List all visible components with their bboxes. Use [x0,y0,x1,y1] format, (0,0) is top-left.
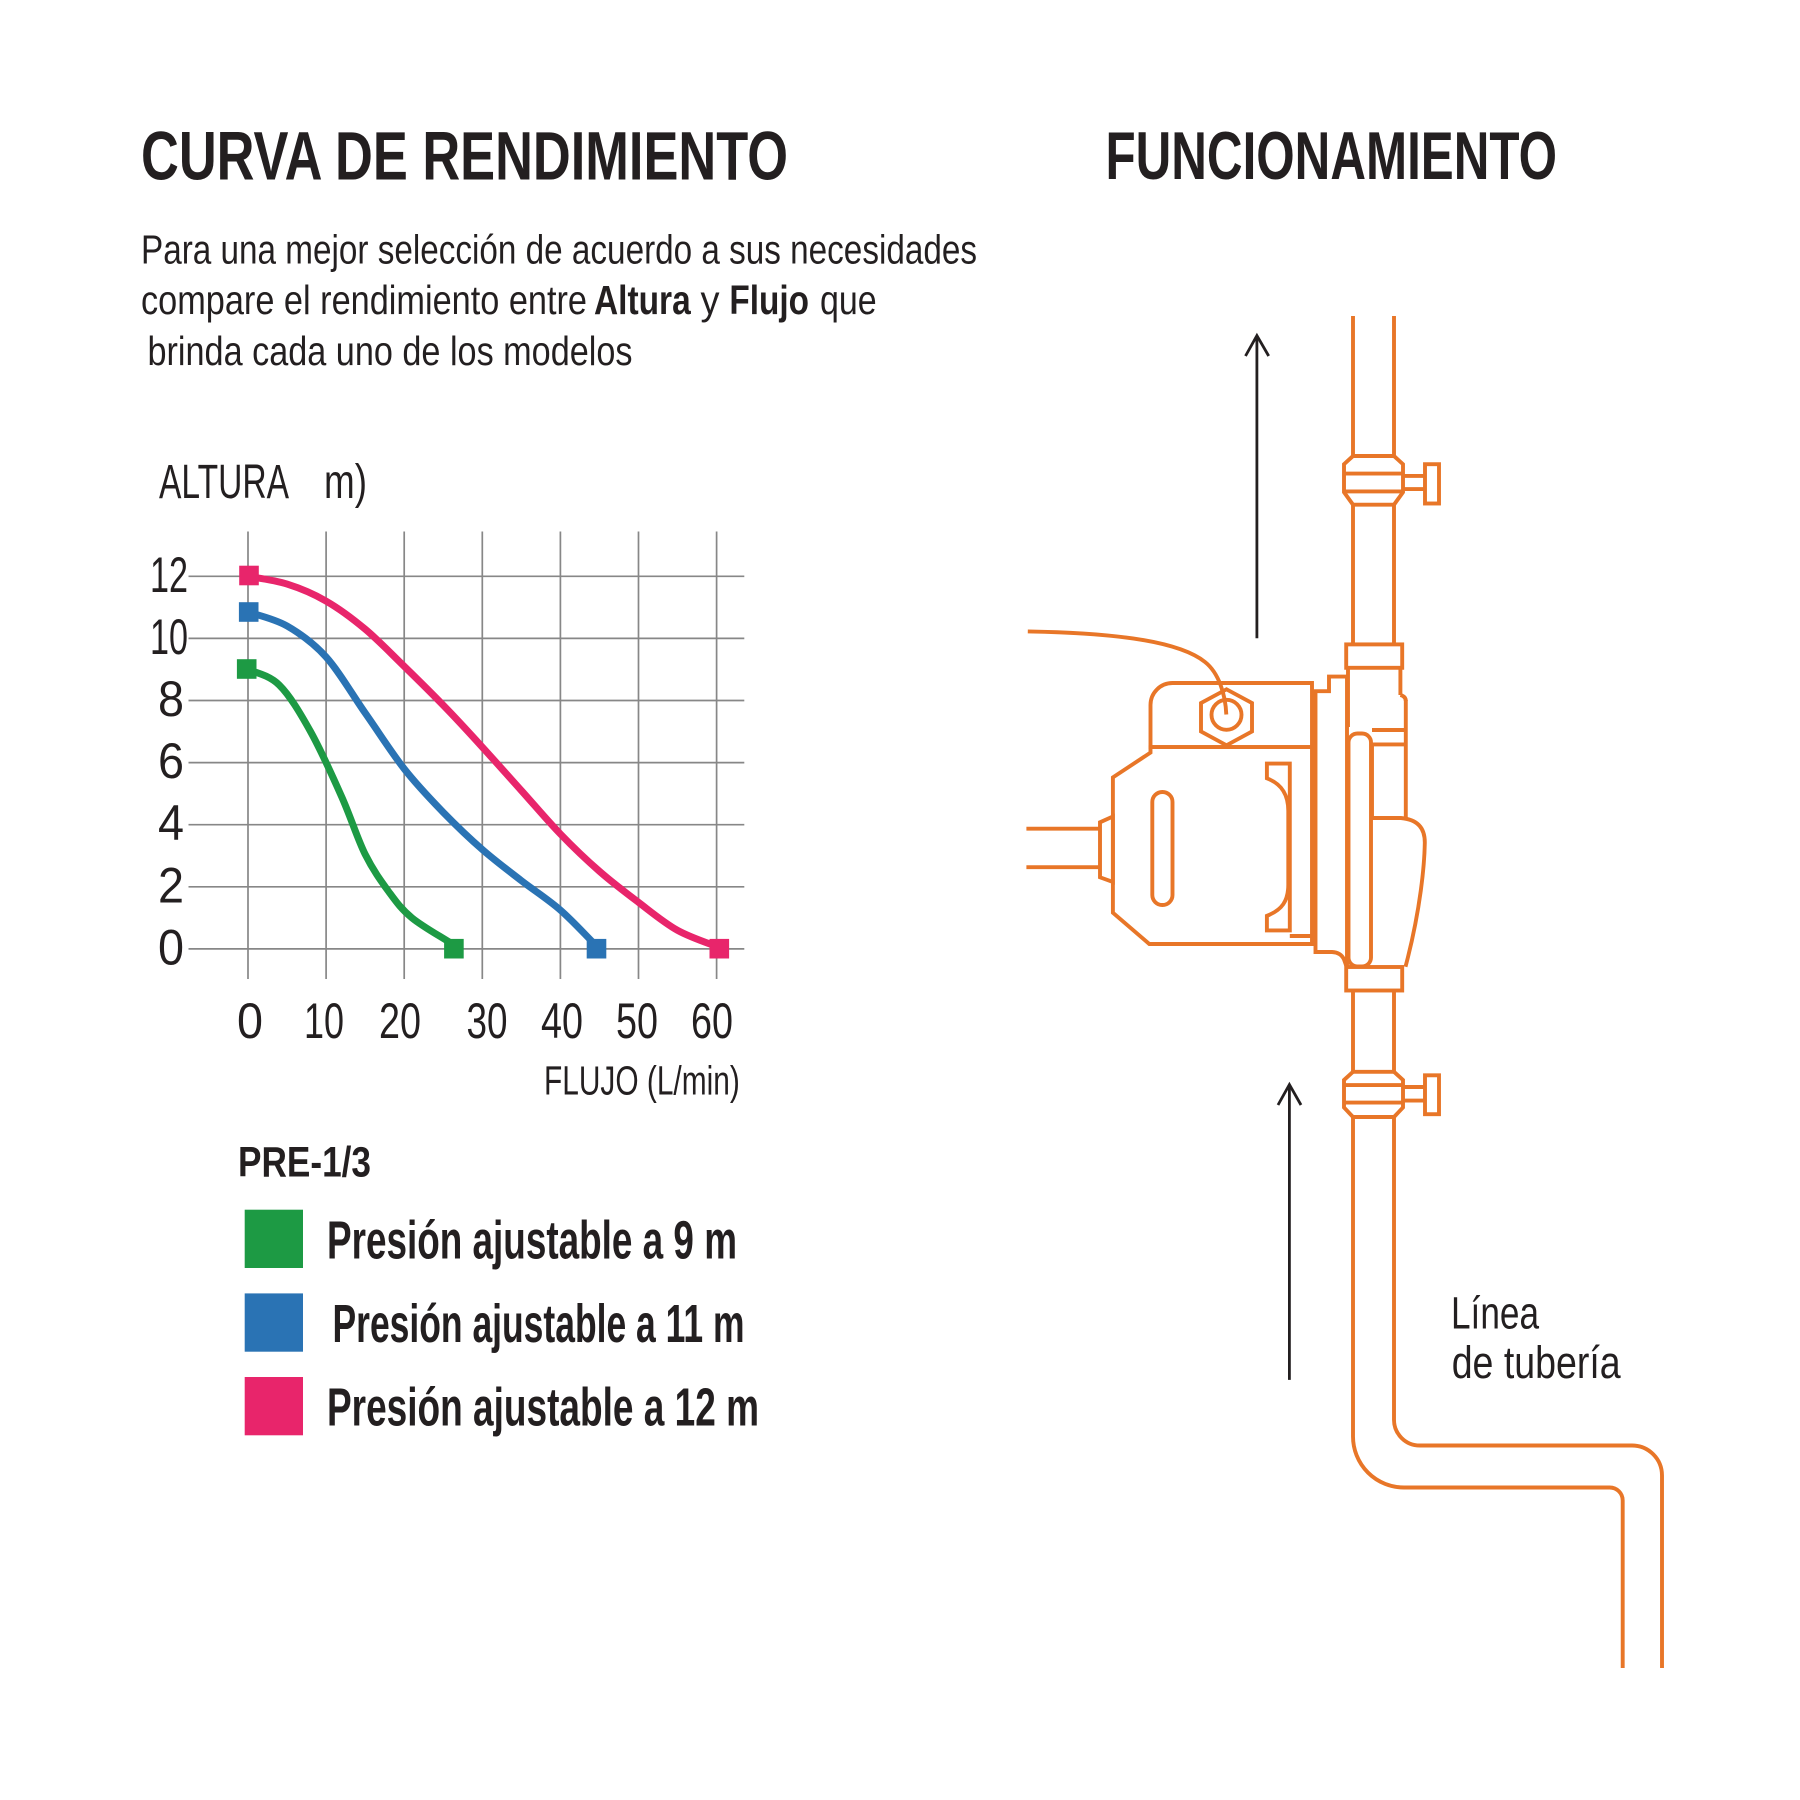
svg-text:m): m) [324,456,367,509]
svg-text:30: 30 [467,993,508,1049]
svg-text:Presión ajustable a 11 m: Presión ajustable a 11 m [333,1295,745,1354]
svg-text:2: 2 [158,857,184,913]
svg-text:brinda cada uno de los modelos: brinda cada uno de los modelos [148,328,633,374]
svg-text:CURVA DE RENDIMIENTO: CURVA DE RENDIMIENTO [141,118,788,195]
svg-text:compare el rendimiento entre: compare el rendimiento entre [141,277,587,323]
svg-text:FLUJO (L/min): FLUJO (L/min) [544,1058,740,1104]
svg-text:12: 12 [150,547,188,603]
svg-text:y: y [701,277,720,323]
svg-text:0: 0 [237,993,263,1049]
svg-text:60: 60 [691,993,733,1049]
svg-text:40: 40 [541,993,583,1049]
svg-text:0: 0 [158,919,184,975]
svg-text:10: 10 [150,609,188,665]
svg-text:10: 10 [304,993,344,1049]
svg-text:Para una mejor selección de ac: Para una mejor selección de acuerdo a su… [141,227,977,273]
svg-text:PRE-1/3: PRE-1/3 [238,1140,371,1187]
svg-text:4: 4 [158,795,184,851]
svg-text:8: 8 [158,671,184,727]
svg-text:Línea: Línea [1451,1288,1540,1339]
svg-text:20: 20 [379,993,421,1049]
svg-text:6: 6 [158,733,184,789]
svg-text:Flujo: Flujo [729,277,809,323]
svg-text:de tubería: de tubería [1452,1337,1622,1388]
svg-text:FUNCIONAMIENTO: FUNCIONAMIENTO [1106,118,1558,194]
svg-text:que: que [820,277,877,323]
svg-text:Altura: Altura [594,277,692,323]
svg-text:Presión ajustable a 9 m: Presión ajustable a 9 m [327,1211,737,1270]
svg-text:Presión ajustable a 12 m: Presión ajustable a 12 m [327,1379,759,1438]
svg-text:50: 50 [616,993,658,1049]
svg-text:ALTURA: ALTURA [159,456,289,509]
